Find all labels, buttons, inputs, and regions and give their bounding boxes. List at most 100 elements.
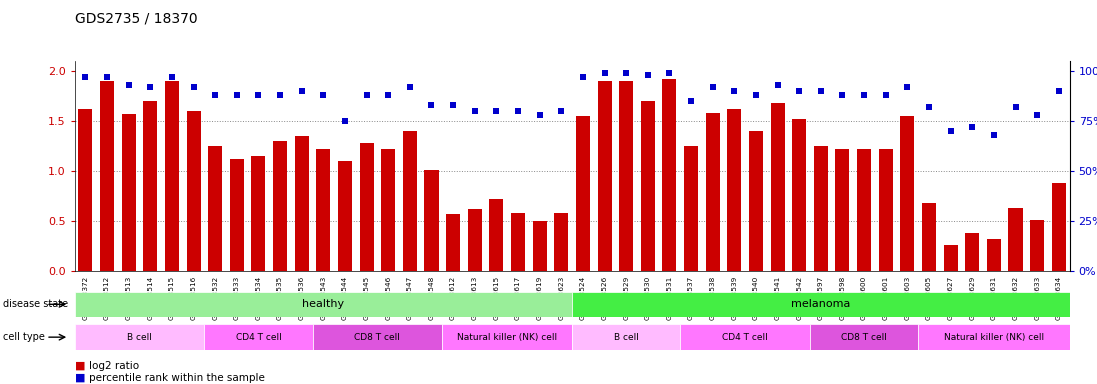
Bar <box>273 141 287 271</box>
Text: percentile rank within the sample: percentile rank within the sample <box>89 373 264 383</box>
Point <box>184 84 202 90</box>
Point <box>228 92 246 98</box>
Point <box>920 104 938 110</box>
Bar <box>446 214 460 271</box>
Bar <box>165 81 179 271</box>
Point <box>1028 112 1045 118</box>
Point <box>466 108 484 114</box>
Bar <box>229 159 244 271</box>
Text: B cell: B cell <box>127 333 151 342</box>
Text: CD8 T cell: CD8 T cell <box>841 333 887 342</box>
Bar <box>727 109 742 271</box>
Text: melanoma: melanoma <box>791 299 850 310</box>
Point <box>531 112 548 118</box>
Bar <box>554 213 568 271</box>
Bar <box>425 170 439 271</box>
Point <box>315 92 332 98</box>
Bar <box>533 221 546 271</box>
Point <box>336 118 353 124</box>
Bar <box>1052 183 1066 271</box>
Text: ■: ■ <box>75 373 86 383</box>
Point <box>985 132 1003 138</box>
Bar <box>814 146 828 271</box>
Point <box>877 92 894 98</box>
Bar <box>792 119 806 271</box>
Point <box>444 102 462 108</box>
Bar <box>360 143 374 271</box>
Bar <box>598 81 611 271</box>
Point <box>206 92 224 98</box>
Point <box>963 124 981 130</box>
Point <box>271 92 289 98</box>
Text: Natural killer (NK) cell: Natural killer (NK) cell <box>457 333 557 342</box>
Bar <box>144 101 157 271</box>
Text: disease state: disease state <box>3 299 68 310</box>
Point <box>660 70 678 76</box>
Point <box>1007 104 1025 110</box>
Text: CD4 T cell: CD4 T cell <box>722 333 768 342</box>
Bar <box>100 81 114 271</box>
Point <box>704 84 722 90</box>
Point <box>293 88 310 94</box>
Point <box>553 108 570 114</box>
Point <box>682 98 700 104</box>
Point <box>574 74 591 81</box>
Point <box>942 128 960 134</box>
Bar <box>573 324 680 350</box>
Bar <box>338 161 352 271</box>
Point <box>77 74 94 81</box>
Text: log2 ratio: log2 ratio <box>89 361 139 371</box>
Point <box>509 108 527 114</box>
Text: CD8 T cell: CD8 T cell <box>354 333 400 342</box>
Bar <box>186 111 201 271</box>
Bar <box>836 149 849 271</box>
Bar <box>857 149 871 271</box>
Bar <box>943 245 958 271</box>
Point <box>163 74 181 81</box>
Bar <box>467 209 482 271</box>
Point <box>834 92 851 98</box>
Bar <box>204 324 313 350</box>
Text: healthy: healthy <box>303 299 344 310</box>
Bar <box>403 131 417 271</box>
Bar <box>251 156 265 271</box>
Bar <box>879 149 893 271</box>
Bar <box>705 113 720 271</box>
Point <box>120 82 137 88</box>
Bar <box>641 101 655 271</box>
Bar <box>381 149 395 271</box>
Point <box>791 88 808 94</box>
Point <box>856 92 873 98</box>
Bar <box>749 131 764 271</box>
Point <box>769 82 787 88</box>
Text: CD4 T cell: CD4 T cell <box>236 333 281 342</box>
Bar <box>295 136 308 271</box>
Bar <box>680 324 810 350</box>
Point <box>596 70 613 76</box>
Point <box>1050 88 1067 94</box>
Bar <box>122 114 136 271</box>
Point <box>812 88 829 94</box>
Text: B cell: B cell <box>613 333 638 342</box>
Bar <box>770 103 784 271</box>
Bar <box>987 239 1000 271</box>
Bar <box>489 199 504 271</box>
Point <box>402 84 419 90</box>
Bar <box>511 213 525 271</box>
Bar <box>1030 220 1044 271</box>
Bar <box>316 149 330 271</box>
Bar <box>810 324 918 350</box>
Text: ■: ■ <box>75 361 86 371</box>
Text: Natural killer (NK) cell: Natural killer (NK) cell <box>943 333 1044 342</box>
Text: GDS2735 / 18370: GDS2735 / 18370 <box>75 12 197 25</box>
Bar <box>75 324 204 350</box>
Bar <box>619 81 633 271</box>
Point <box>422 102 440 108</box>
Bar <box>1008 208 1022 271</box>
Bar <box>965 233 980 271</box>
Point <box>380 92 397 98</box>
Point <box>99 74 116 81</box>
Point <box>747 92 765 98</box>
Point <box>640 72 657 78</box>
Point <box>250 92 268 98</box>
